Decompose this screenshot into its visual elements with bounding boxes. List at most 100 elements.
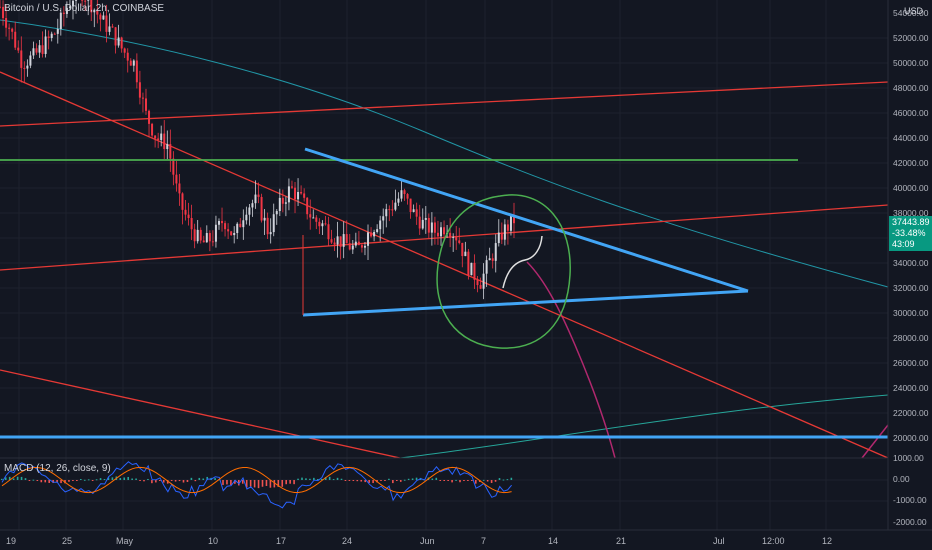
candle-body: [452, 237, 454, 238]
candle-body: [178, 183, 180, 193]
macd-bar: [309, 479, 311, 480]
macd-bar: [388, 479, 390, 480]
candle-body: [507, 224, 509, 230]
macd-bar: [380, 480, 382, 481]
candle-body: [105, 15, 107, 31]
macd-bar: [384, 480, 386, 481]
macd-bar: [230, 480, 232, 485]
candle-body: [449, 233, 451, 238]
candle-body: [343, 234, 345, 247]
candle-body: [261, 197, 263, 221]
candle-body: [264, 218, 266, 221]
price-tick-label: 26000.00: [893, 358, 929, 368]
candle-body: [315, 217, 317, 221]
candle-body: [318, 222, 320, 226]
macd-bar: [495, 480, 497, 482]
currency-label[interactable]: USD: [904, 6, 923, 16]
macd-bar: [416, 478, 418, 480]
candle-body: [461, 243, 463, 256]
time-tick-label: 14: [548, 536, 558, 546]
candle-body: [300, 192, 302, 193]
candle-body: [361, 245, 363, 248]
macd-bar: [143, 480, 145, 481]
time-tick-label: May: [116, 536, 134, 546]
macd-bar: [404, 480, 406, 481]
candle-body: [169, 144, 171, 159]
candle-body: [467, 252, 469, 275]
macd-bar: [357, 480, 359, 481]
candle-body: [160, 134, 162, 140]
candle-body: [367, 232, 369, 245]
macd-grid: [0, 480, 888, 501]
candle-body: [331, 239, 333, 242]
candle-body: [194, 229, 196, 241]
macd-bar: [436, 478, 438, 480]
time-tick-label: 17: [276, 536, 286, 546]
macd-bar: [412, 478, 414, 480]
macd-bar: [21, 477, 23, 480]
macd-bar: [341, 479, 343, 480]
candle-body: [270, 232, 272, 234]
macd-bar: [281, 480, 283, 487]
time-tick-label: Jul: [713, 536, 725, 546]
price-change: -33.48%: [892, 228, 932, 239]
macd-bar: [202, 479, 204, 480]
candle-body: [391, 209, 393, 210]
candle-body: [175, 175, 177, 184]
price-tick-label: 48000.00: [893, 83, 929, 93]
candle-body: [108, 26, 110, 31]
candle-body: [5, 18, 7, 28]
candle-body: [45, 36, 47, 53]
candle-body: [239, 224, 241, 227]
candle-body: [480, 285, 482, 289]
candle-body: [267, 218, 269, 234]
candle-body: [282, 198, 284, 204]
macd-bar: [250, 480, 252, 486]
macd-bar: [120, 478, 122, 480]
macd-bar: [360, 480, 362, 482]
macd-bar: [408, 479, 410, 480]
macd-bar: [372, 480, 374, 483]
candle-body: [32, 48, 34, 55]
macd-bar: [29, 480, 31, 481]
candle-body: [483, 274, 485, 289]
macd-bar: [88, 479, 90, 480]
teal-moving-average: [0, 20, 888, 287]
candle-body: [413, 209, 415, 212]
macd-histogram: [1, 476, 512, 488]
candle-body: [251, 203, 253, 207]
macd-bar: [76, 480, 78, 481]
macd-bar: [92, 480, 94, 481]
candle-body: [26, 66, 28, 69]
candle-body: [419, 217, 421, 229]
candle-body: [489, 258, 491, 260]
time-axis[interactable]: [0, 530, 932, 550]
candle-body: [501, 233, 503, 240]
macd-bar: [104, 479, 106, 480]
candle-body: [312, 217, 314, 218]
macd-bar: [396, 480, 398, 481]
candle-body: [127, 53, 129, 61]
candle-body: [279, 198, 281, 211]
macd-bar: [183, 480, 185, 483]
candle-body: [112, 26, 114, 27]
candle-body: [151, 124, 153, 136]
macd-indicator-label[interactable]: MACD (12, 26, close, 9): [4, 463, 111, 474]
macd-bar: [266, 480, 268, 486]
candle-body: [197, 230, 199, 241]
candle-body: [14, 32, 16, 48]
candle-body: [154, 136, 156, 139]
macd-bar: [84, 480, 86, 481]
macd-bar: [44, 480, 46, 482]
time-tick-label: 24: [342, 536, 352, 546]
macd-bar: [242, 480, 244, 484]
candle-body: [337, 236, 339, 244]
macd-bar: [455, 480, 457, 481]
candle-body: [486, 260, 488, 274]
price-tick-label: 28000.00: [893, 333, 929, 343]
candle-body: [492, 258, 494, 261]
candle-body: [498, 233, 500, 243]
candle-body: [324, 223, 326, 224]
macd-bar: [68, 480, 70, 482]
